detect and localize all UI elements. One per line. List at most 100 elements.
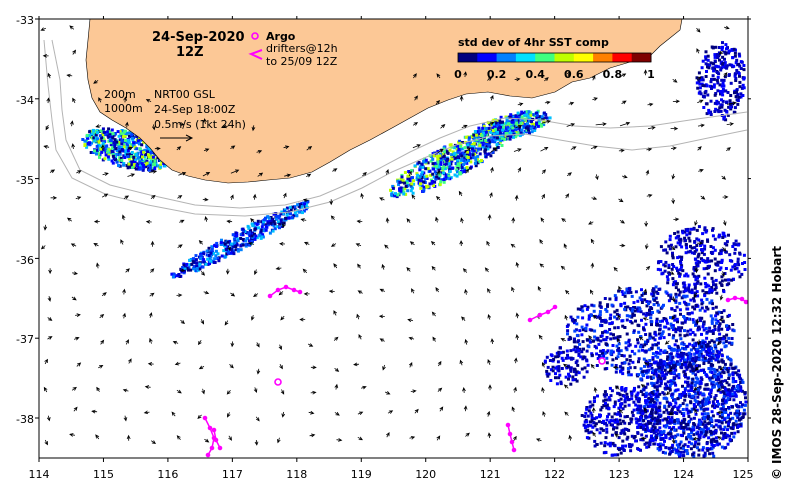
sst-variability-cell bbox=[615, 308, 619, 312]
sst-variability-cell bbox=[716, 404, 720, 408]
sst-variability-cell bbox=[144, 153, 148, 157]
sst-variability-cell bbox=[668, 386, 672, 390]
sst-variability-cell bbox=[481, 145, 485, 149]
sst-variability-cell bbox=[432, 154, 436, 158]
sst-variability-cell bbox=[670, 435, 674, 439]
sst-variability-cell bbox=[685, 294, 689, 298]
sst-variability-cell bbox=[514, 128, 518, 132]
sst-variability-cell bbox=[610, 349, 614, 353]
sst-variability-cell bbox=[705, 297, 709, 301]
sst-variability-cell bbox=[263, 218, 267, 222]
sst-variability-cell bbox=[631, 414, 635, 417]
sst-variability-cell bbox=[716, 381, 720, 385]
sst-variability-cell bbox=[650, 292, 654, 296]
current-vector-arrow bbox=[693, 292, 698, 298]
sst-variability-cell bbox=[731, 392, 735, 396]
sst-variability-cell bbox=[685, 427, 689, 431]
sst-variability-cell bbox=[707, 436, 711, 440]
sst-variability-cell bbox=[670, 395, 674, 399]
sst-variability-cell bbox=[653, 385, 657, 389]
sst-variability-cell bbox=[697, 238, 701, 242]
sst-variability-cell bbox=[728, 417, 732, 421]
sst-variability-cell bbox=[511, 123, 515, 127]
sst-variability-cell bbox=[701, 422, 705, 426]
sst-variability-cell bbox=[613, 400, 617, 404]
sst-variability-cell bbox=[714, 283, 718, 287]
sst-variability-cell bbox=[478, 139, 482, 142]
sst-variability-cell bbox=[620, 387, 624, 391]
sst-variability-cell bbox=[682, 454, 686, 458]
sst-variability-cell bbox=[549, 353, 553, 357]
sst-variability-cell bbox=[660, 433, 663, 436]
sst-variability-cell bbox=[522, 125, 526, 129]
sst-variability-cell bbox=[303, 202, 306, 206]
sst-variability-cell bbox=[671, 405, 675, 409]
current-vector-arrow bbox=[305, 173, 312, 178]
sst-variability-cell bbox=[721, 93, 725, 97]
sst-variability-cell bbox=[711, 445, 715, 449]
sst-variability-cell bbox=[681, 281, 685, 285]
sst-variability-cell bbox=[658, 409, 662, 413]
sst-variability-cell bbox=[638, 422, 642, 426]
sst-variability-cell bbox=[725, 333, 729, 337]
sst-variability-cell bbox=[580, 305, 584, 309]
current-vector-arrow bbox=[98, 97, 102, 103]
sst-variability-cell bbox=[731, 366, 735, 370]
sst-variability-cell bbox=[610, 321, 614, 325]
sst-variability-cell bbox=[433, 151, 437, 155]
current-vector-arrow bbox=[431, 311, 436, 317]
sst-variability-cell bbox=[644, 333, 648, 336]
sst-variability-cell bbox=[438, 154, 442, 158]
sst-variability-cell bbox=[120, 132, 124, 136]
sst-variability-cell bbox=[468, 156, 472, 160]
sst-variability-cell bbox=[274, 217, 278, 221]
sst-variability-cell bbox=[686, 423, 690, 427]
sst-variability-cell bbox=[642, 292, 645, 296]
sst-variability-cell bbox=[685, 449, 689, 452]
sst-variability-cell bbox=[259, 230, 263, 234]
sst-variability-cell bbox=[141, 168, 145, 172]
sst-variability-cell bbox=[474, 158, 478, 162]
sst-variability-cell bbox=[409, 189, 413, 193]
sst-variability-cell bbox=[647, 348, 651, 352]
sst-variability-cell bbox=[623, 400, 627, 404]
sst-variability-cell bbox=[448, 165, 452, 169]
sst-variability-cell bbox=[673, 428, 677, 432]
sst-variability-cell bbox=[705, 330, 709, 334]
sst-variability-cell bbox=[591, 403, 595, 407]
sst-variability-cell bbox=[394, 192, 397, 196]
sst-variability-cell bbox=[688, 361, 692, 365]
sst-variability-cell bbox=[693, 443, 697, 447]
sst-variability-cell bbox=[736, 404, 740, 408]
sst-variability-cell bbox=[582, 423, 586, 427]
sst-variability-cell bbox=[627, 338, 631, 342]
sst-variability-cell bbox=[686, 307, 690, 311]
sst-variability-cell bbox=[433, 180, 437, 184]
current-vector-arrow bbox=[150, 268, 155, 273]
sst-variability-cell bbox=[673, 343, 677, 347]
sst-variability-cell bbox=[717, 386, 721, 389]
sst-variability-cell bbox=[636, 431, 640, 435]
current-vector-arrow bbox=[278, 291, 284, 296]
sst-variability-cell bbox=[709, 440, 713, 444]
sst-variability-cell bbox=[678, 272, 682, 276]
current-vector-arrow bbox=[47, 336, 53, 340]
sst-variability-cell bbox=[719, 348, 723, 352]
sst-variability-cell bbox=[688, 410, 692, 414]
current-vector-arrow bbox=[487, 359, 491, 366]
current-vector-arrow bbox=[203, 290, 210, 295]
sst-variability-cell bbox=[726, 424, 730, 428]
sst-variability-cell bbox=[515, 131, 518, 134]
sst-variability-cell bbox=[721, 405, 725, 409]
sst-variability-cell bbox=[595, 428, 599, 432]
sst-variability-cell bbox=[593, 424, 597, 428]
sst-variability-cell bbox=[446, 176, 450, 180]
sst-variability-cell bbox=[617, 436, 621, 440]
sst-variability-cell bbox=[134, 158, 138, 162]
sst-variability-cell bbox=[724, 387, 727, 391]
sst-variability-cell bbox=[598, 415, 602, 419]
sst-variability-cell bbox=[466, 143, 470, 147]
sst-variability-cell bbox=[135, 135, 139, 139]
sst-variability-cell bbox=[689, 434, 692, 438]
sst-variability-cell bbox=[267, 216, 271, 220]
